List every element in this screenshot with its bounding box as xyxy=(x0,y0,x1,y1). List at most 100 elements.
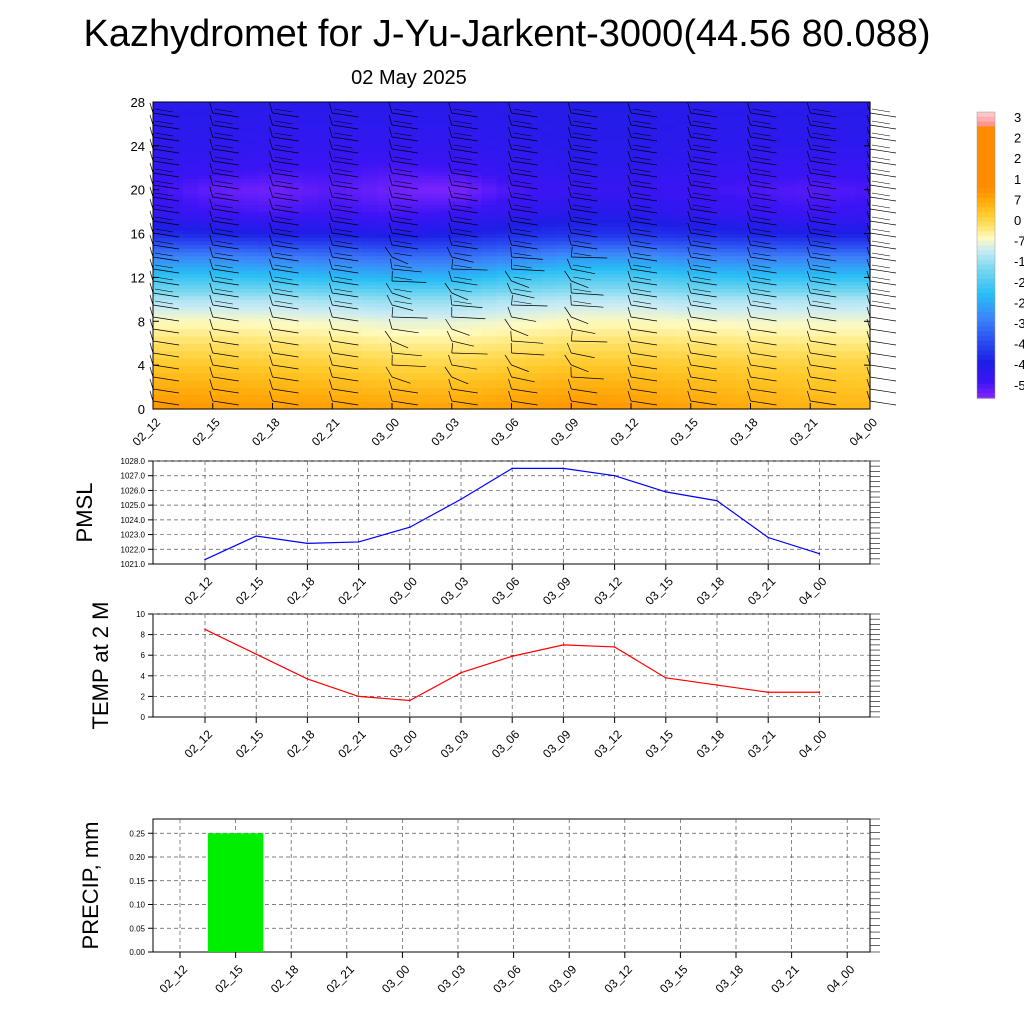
heatmap-cell xyxy=(795,248,811,253)
heatmap-cell xyxy=(631,288,647,293)
heatmap-cell xyxy=(571,226,587,231)
wind-barb-shaft xyxy=(448,138,453,150)
wind-barb-flag xyxy=(690,184,717,190)
heatmap-cell xyxy=(735,295,752,300)
heatmap-cell xyxy=(392,295,408,300)
wind-barb-flag xyxy=(810,388,837,394)
wind-barb-shaft xyxy=(209,150,214,162)
heatmap-cell xyxy=(675,131,692,140)
wind-barb-shaft xyxy=(627,366,632,378)
heatmap-cell xyxy=(705,244,722,249)
wind-barb-shaft xyxy=(269,186,273,198)
heatmap-cell xyxy=(690,215,707,220)
heatmap-cell xyxy=(825,310,841,315)
heatmap-cell xyxy=(436,387,453,395)
heatmap-cell xyxy=(675,365,692,374)
heatmap-cell xyxy=(616,215,632,220)
data-point xyxy=(665,491,667,493)
heatmap-cell xyxy=(526,102,542,110)
heatmap-cell xyxy=(795,138,811,147)
heatmap-cell xyxy=(212,310,229,315)
heatmap-cell xyxy=(586,328,602,337)
heatmap-cell xyxy=(720,200,737,205)
heatmap-cell xyxy=(362,288,378,293)
heatmap-cell xyxy=(556,328,572,337)
heatmap-cell xyxy=(526,270,542,275)
heatmap-cell xyxy=(810,317,826,322)
heatmap-cell xyxy=(810,193,826,198)
heatmap-cell xyxy=(690,394,707,403)
heatmap-cell xyxy=(421,222,438,227)
heatmap-cell xyxy=(616,240,632,246)
heatmap-cell xyxy=(660,109,677,118)
wind-barb-shaft xyxy=(391,306,394,318)
y-tick-label: 0.25 xyxy=(129,829,145,838)
wind-barb-shaft xyxy=(687,114,692,126)
x-tick-label: 02_12 xyxy=(157,962,191,996)
heatmap-cell xyxy=(272,131,289,140)
wind-barb-flag xyxy=(690,136,717,142)
heatmap-cell xyxy=(392,237,408,242)
heatmap-cell xyxy=(690,123,707,132)
heatmap-cell xyxy=(511,317,528,322)
heatmap-cell xyxy=(212,335,229,344)
heatmap-cell xyxy=(586,310,602,315)
wind-barb-shaft xyxy=(627,138,632,150)
x-tick-label: 03_00 xyxy=(379,962,413,996)
heatmap-cell xyxy=(451,306,468,311)
wind-barb-shaft xyxy=(687,378,692,390)
heatmap-cell xyxy=(795,102,811,110)
heatmap-cell xyxy=(616,175,632,180)
wind-barb-flag xyxy=(152,160,180,166)
wind-barb-flag xyxy=(571,376,604,380)
heatmap-cell xyxy=(451,321,468,330)
wind-barb-flag xyxy=(393,204,413,209)
heatmap-cell xyxy=(227,189,244,194)
wind-barb-flag xyxy=(391,124,419,130)
heatmap-cell xyxy=(377,171,393,176)
heatmap-cell xyxy=(541,248,557,253)
heatmap-cell xyxy=(541,175,557,180)
heatmap-cell xyxy=(645,281,662,286)
heatmap-cell xyxy=(511,156,528,162)
heatmap-cell xyxy=(840,138,856,147)
wind-barb-shaft xyxy=(510,246,512,258)
y-tick-label: 1022.0 xyxy=(121,545,146,554)
heatmap-cell xyxy=(242,372,259,381)
heatmap-cell xyxy=(466,189,483,194)
heatmap-cell xyxy=(645,401,662,410)
heatmap-cell xyxy=(855,237,871,242)
wind-barb-shaft xyxy=(806,162,811,174)
heatmap-cell xyxy=(571,218,587,224)
wind-barb-shaft xyxy=(687,294,692,306)
heatmap-cell xyxy=(675,233,692,238)
wind-barb-shaft xyxy=(384,330,393,342)
heatmap-cell xyxy=(302,182,318,187)
heatmap-cell xyxy=(436,226,453,231)
heatmap-cell xyxy=(332,328,348,337)
heatmap-cell xyxy=(182,240,199,246)
x-tick-label: 03_12 xyxy=(601,962,635,996)
heatmap-cell xyxy=(212,317,229,322)
heatmap-cell xyxy=(526,160,542,165)
heatmap-cell xyxy=(332,379,348,388)
heatmap-cell xyxy=(406,387,423,395)
data-point xyxy=(306,542,309,545)
heatmap-cell xyxy=(825,123,841,132)
heatmap-cell xyxy=(556,153,572,158)
wind-barb-flag xyxy=(453,132,472,137)
colorbar-label: 3 xyxy=(1014,110,1021,125)
x-tick-label: 04_00 xyxy=(847,415,881,449)
heatmap-cell xyxy=(810,259,826,264)
heatmap-cell xyxy=(511,288,528,293)
heatmap-cell xyxy=(451,372,468,381)
heatmap-cell xyxy=(571,335,587,344)
wind-barb-flag xyxy=(391,112,419,118)
heatmap-cell xyxy=(675,186,692,191)
heatmap-cell xyxy=(720,317,737,322)
heatmap-cell xyxy=(720,197,737,202)
wind-barb-flag xyxy=(152,376,180,382)
wind-barb-flag xyxy=(511,220,538,226)
heatmap-cell xyxy=(421,116,438,125)
heatmap-cell xyxy=(795,295,811,300)
